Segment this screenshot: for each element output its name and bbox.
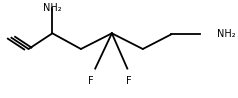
Text: F: F: [126, 76, 131, 86]
Text: NH₂: NH₂: [217, 29, 235, 39]
Text: F: F: [88, 76, 93, 86]
Text: NH₂: NH₂: [43, 3, 62, 13]
